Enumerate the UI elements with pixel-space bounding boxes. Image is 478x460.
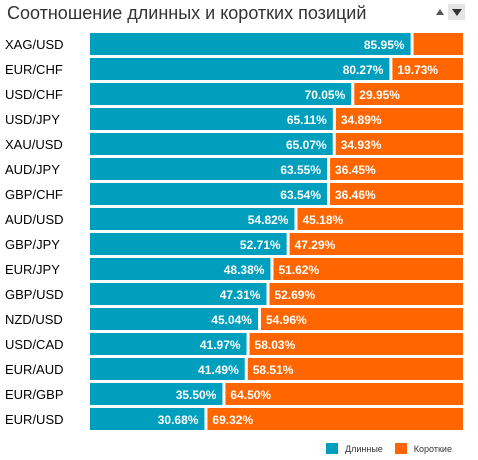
legend-label-short: Короткие [413, 443, 452, 454]
category-label: NZD/USD [5, 312, 63, 327]
category-label: EUR/JPY [5, 262, 60, 277]
legend-label-long: Длинные [345, 443, 383, 454]
bar-short [289, 233, 463, 255]
legend-swatch-short [394, 443, 407, 454]
category-label: USD/CHF [5, 87, 63, 102]
category-label: AUD/USD [5, 212, 64, 227]
data-label-short: 36.45% [335, 163, 376, 177]
bar-short [354, 83, 463, 105]
bar-short [225, 383, 463, 405]
data-label-short: 34.89% [341, 113, 382, 127]
bar-short [392, 58, 463, 80]
bar-long [90, 358, 245, 380]
bar-long [90, 408, 205, 430]
sort-ascending-button[interactable] [431, 4, 448, 20]
chart-title: Соотношение длинных и коротких позиций [7, 3, 367, 23]
bar-chart: XAG/USD 85.95% EUR/CHF 80.27% 19.73% USD/CHF 7… [5, 33, 463, 430]
data-label-long: 63.54% [280, 188, 321, 202]
data-label-long: 65.11% [287, 113, 327, 127]
bar-short [335, 133, 463, 155]
legend-item-long: Длинные [326, 443, 383, 454]
data-label-long: 63.55% [280, 163, 321, 177]
category-label: EUR/USD [5, 412, 64, 427]
category-label: USD/CAD [5, 337, 64, 352]
data-label-long: 80.27% [343, 63, 384, 77]
bar-long [90, 283, 267, 305]
bar-short [297, 208, 463, 230]
bar-short [330, 183, 463, 205]
sort-descending-button[interactable] [448, 4, 465, 20]
data-label-short: 36.46% [335, 188, 376, 202]
bar-long [90, 83, 352, 105]
bar-long [90, 333, 247, 355]
data-label-long: 54.82% [248, 213, 289, 227]
bar-long [90, 233, 287, 255]
category-label: USD/JPY [5, 112, 60, 127]
category-label: XAU/USD [5, 137, 63, 152]
triangle-down-icon [451, 8, 462, 16]
category-label: AUD/JPY [5, 162, 60, 177]
triangle-up-icon [435, 9, 444, 15]
bar-long [90, 208, 295, 230]
data-label-long: 35.50% [176, 388, 217, 402]
bar-long [90, 108, 333, 130]
data-label-long: 85.95% [364, 38, 405, 52]
data-label-short: 52.69% [274, 288, 315, 302]
data-label-short: 64.50% [230, 388, 271, 402]
bar-short [269, 283, 463, 305]
category-label: EUR/CHF [5, 62, 63, 77]
data-label-long: 65.07% [286, 138, 327, 152]
bar-long [90, 133, 333, 155]
bar-long [90, 308, 258, 330]
bar-long [90, 33, 411, 55]
data-label-long: 47.31% [220, 288, 261, 302]
bar-short [273, 258, 463, 280]
category-label: GBP/USD [5, 287, 64, 302]
data-label-short: 51.62% [278, 263, 319, 277]
data-label-short: 69.32% [212, 413, 253, 427]
bar-long [90, 58, 390, 80]
category-label: EUR/AUD [5, 362, 64, 377]
data-label-short: 45.18% [302, 213, 343, 227]
bar-long [90, 383, 223, 405]
bar-short [260, 308, 463, 330]
data-label-short: 29.95% [359, 88, 400, 102]
bar-long [90, 158, 328, 180]
legend: Длинные Короткие [326, 443, 452, 454]
category-label: XAG/USD [5, 37, 64, 52]
category-label: EUR/GBP [5, 387, 64, 402]
bar-long [90, 183, 328, 205]
bar-short [249, 333, 463, 355]
legend-item-short: Короткие [394, 443, 452, 454]
bar-short [335, 108, 463, 130]
data-label-long: 41.49% [198, 363, 239, 377]
data-label-short: 47.29% [295, 238, 336, 252]
data-label-short: 34.93% [341, 138, 382, 152]
data-label-long: 48.38% [224, 263, 265, 277]
category-label: GBP/CHF [5, 187, 63, 202]
bar-short [247, 358, 463, 380]
bar-short [207, 408, 463, 430]
category-label: GBP/JPY [5, 237, 60, 252]
data-label-long: 30.68% [158, 413, 199, 427]
sort-controls [431, 4, 469, 20]
bar-short [413, 33, 463, 55]
data-label-long: 41.97% [200, 338, 241, 352]
data-label-long: 70.05% [305, 88, 346, 102]
bar-short [330, 158, 463, 180]
data-label-short: 54.96% [266, 313, 307, 327]
data-label-short: 58.51% [253, 363, 294, 377]
legend-swatch-long [326, 443, 338, 454]
data-label-long: 45.04% [211, 313, 252, 327]
bar-long [90, 258, 271, 280]
data-label-short: 19.73% [397, 63, 438, 77]
data-label-short: 58.03% [255, 338, 296, 352]
data-label-long: 52.71% [240, 238, 281, 252]
